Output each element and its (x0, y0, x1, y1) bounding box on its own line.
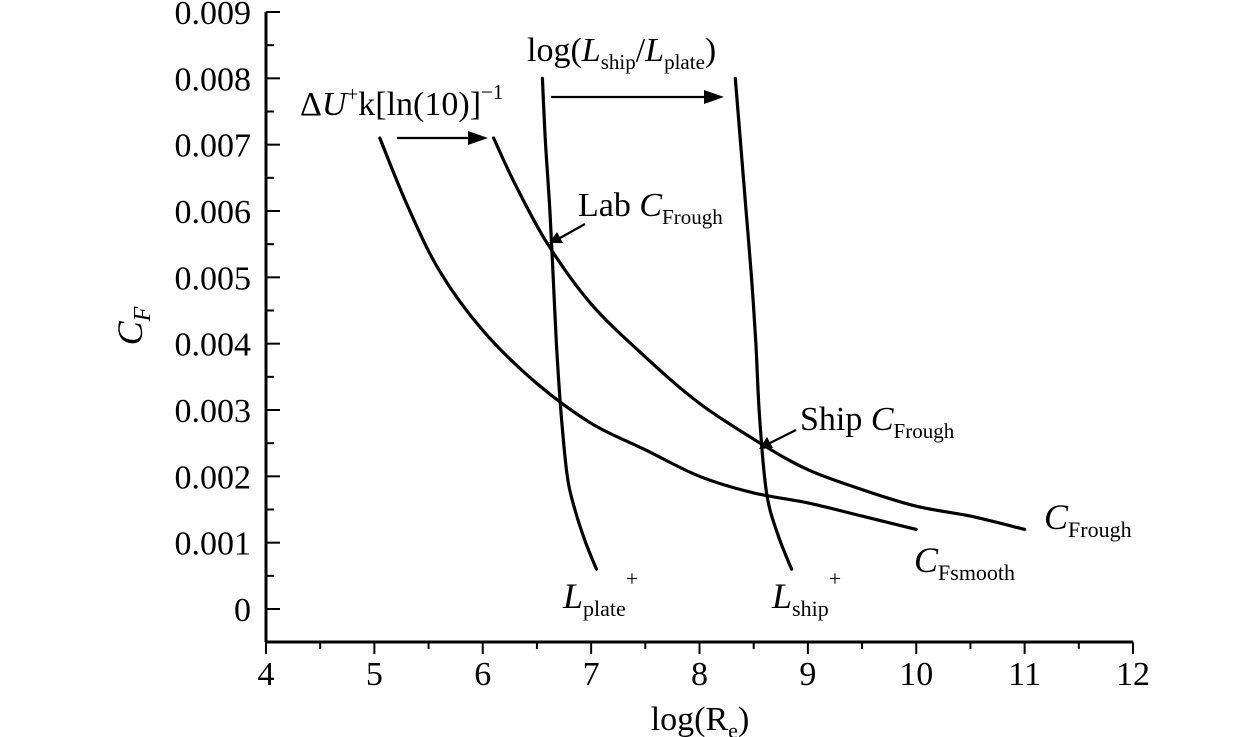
x-tick-label: 4 (258, 656, 275, 693)
tick-labels: 4 5 6 7 8 9 10 11 12 0 0.001 0.002 0.003 0.004 0.005 0.… (175, 0, 1151, 693)
annotation-shift-top: log(Lship/Lplate) (527, 32, 716, 74)
x-tick-label: 6 (474, 656, 491, 693)
x-tick-label: 8 (691, 656, 708, 693)
label-cf-smooth: CFsmooth (914, 540, 1015, 585)
series-l-ship (733, 76, 794, 571)
y-axis-title: CF (110, 306, 156, 345)
plot-area: 4 5 6 7 8 9 10 11 12 0 0.001 0.002 0.003 0.004 0.005 0.… (175, 0, 1151, 693)
series-cf-rough (492, 136, 1027, 531)
annotation-ship: Ship CFrough (800, 401, 955, 443)
annotation-shift-left: ΔU+k[ln(10)]−1 (300, 80, 503, 123)
y-tick-label: 0.006 (175, 194, 252, 231)
x-axis-title: log(Re) (651, 701, 750, 737)
y-tick-label: 0.001 (175, 526, 252, 563)
curves (378, 76, 1027, 571)
x-tick-label: 5 (366, 656, 383, 693)
series-l-plate (540, 76, 599, 571)
y-tick-label: 0.002 (175, 459, 252, 496)
label-l-plate: Lplate+ (562, 566, 638, 621)
label-l-ship: Lship+ (771, 566, 841, 621)
annotation-ship-arrow (769, 429, 797, 444)
series-cf-smooth (378, 136, 918, 531)
y-tick-label: 0 (234, 592, 251, 629)
x-tick-label: 10 (899, 656, 933, 693)
y-tick-label: 0.008 (175, 61, 252, 98)
y-tick-label: 0.009 (175, 0, 252, 32)
label-cf-rough: CFrough (1044, 497, 1132, 542)
x-tick-label: 11 (1008, 656, 1041, 693)
annotation-lab: Lab CFrough (578, 187, 723, 229)
annotation-lab-arrowhead (549, 232, 563, 243)
annotation-shift-top-arrowhead (704, 90, 724, 104)
x-tick-label: 7 (583, 656, 600, 693)
y-tick-label: 0.007 (175, 128, 252, 165)
ticks (265, 11, 1134, 654)
x-tick-label: 12 (1116, 656, 1150, 693)
y-tick-label: 0.003 (175, 393, 252, 430)
y-tick-label: 0.005 (175, 260, 252, 297)
x-tick-label: 9 (799, 656, 816, 693)
annotation-shift-left-arrowhead (468, 131, 488, 145)
annotation-ship-arrowhead (759, 437, 773, 449)
annotation-lab-arrow (559, 223, 586, 239)
y-tick-label: 0.004 (175, 327, 252, 364)
